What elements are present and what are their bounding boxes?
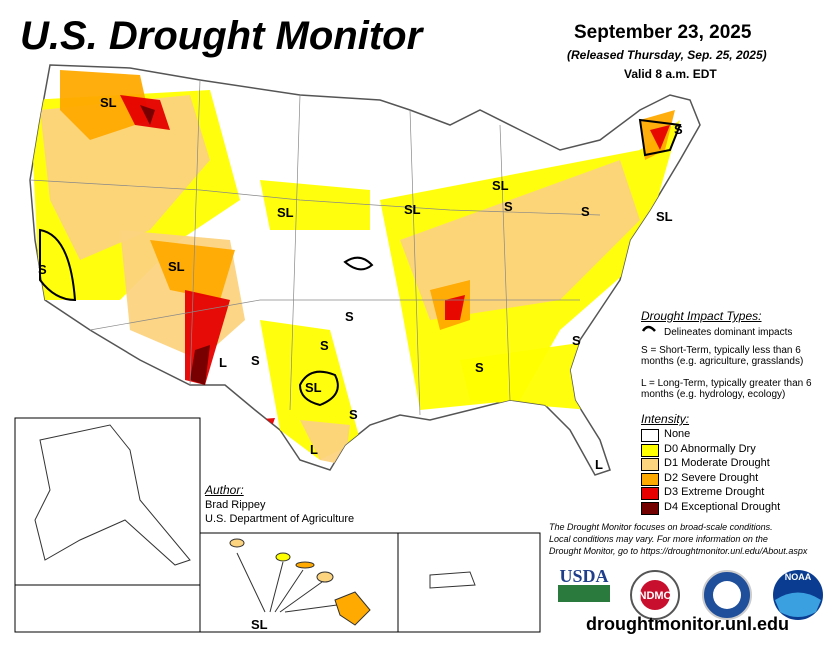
valid: Valid 8 a.m. EDT bbox=[624, 67, 717, 81]
drought-area bbox=[40, 95, 210, 260]
drought-area bbox=[300, 420, 350, 465]
impact-lines bbox=[39, 118, 682, 407]
author-name: Brad Rippey bbox=[205, 499, 266, 511]
map-label: S bbox=[38, 262, 47, 277]
usda-logo-bg bbox=[558, 585, 610, 602]
url: droughtmonitor.unl.edu bbox=[586, 614, 789, 634]
map-label: L bbox=[310, 442, 318, 457]
legend-label: D4 Exceptional Drought bbox=[664, 500, 781, 513]
noaa-logo: NOAA bbox=[785, 572, 812, 582]
map-label: L bbox=[219, 355, 227, 370]
legend-swatch bbox=[641, 458, 659, 471]
map-label: SL bbox=[305, 380, 322, 395]
impact-long: L = Long-Term, typically greater than 6 … bbox=[641, 378, 812, 400]
state-lines bbox=[29, 79, 601, 416]
usda-logo: USDA bbox=[559, 566, 608, 586]
impact-short: S = Short-Term, typically less than 6 mo… bbox=[641, 345, 804, 367]
noaa-logo-wave bbox=[775, 592, 821, 617]
map-label: SL bbox=[404, 202, 421, 217]
drought-area bbox=[260, 180, 370, 230]
drought-area bbox=[140, 105, 155, 125]
note-line: The Drought Monitor focuses on broad-sca… bbox=[549, 522, 773, 532]
ndmc-logo: NDMC bbox=[639, 590, 672, 602]
legend-label: D0 Abnormally Dry bbox=[664, 442, 756, 455]
map-label: SL bbox=[492, 178, 509, 193]
impact-line: Delineates dominant impacts bbox=[664, 327, 793, 338]
map-label: S bbox=[674, 122, 683, 137]
legend-swatch bbox=[641, 501, 659, 515]
legend-swatch bbox=[641, 472, 659, 486]
map-label: S bbox=[475, 360, 484, 375]
drought-area bbox=[250, 418, 275, 432]
drought-area bbox=[445, 295, 465, 320]
impact-line-key bbox=[641, 325, 656, 332]
map-label: L bbox=[595, 457, 603, 472]
author-label: Author: bbox=[205, 483, 244, 497]
map-label: SL bbox=[277, 205, 294, 220]
legend-swatch bbox=[641, 443, 659, 457]
map-label: S bbox=[504, 199, 513, 214]
legend-swatch bbox=[641, 429, 659, 442]
drought-area bbox=[60, 70, 150, 140]
map-label: SL bbox=[656, 209, 673, 224]
date: September 23, 2025 bbox=[574, 22, 752, 43]
map-label: S bbox=[345, 309, 354, 324]
hawaii bbox=[229, 538, 371, 626]
legend-swatch bbox=[641, 487, 659, 500]
map-label: S bbox=[581, 204, 590, 219]
map-label: SL bbox=[100, 95, 117, 110]
map-label: SL bbox=[251, 617, 268, 632]
legend-label: None bbox=[664, 428, 691, 440]
impact-title: Drought Impact Types: bbox=[641, 309, 762, 323]
author-org: U.S. Department of Agriculture bbox=[205, 513, 355, 525]
puerto-rico bbox=[429, 571, 476, 589]
note-line: Drought Monitor, go to https://droughtmo… bbox=[549, 546, 808, 556]
ndmc-logo-inner bbox=[640, 580, 670, 610]
legend-label: D2 Severe Drought bbox=[664, 471, 759, 484]
drought-area bbox=[400, 160, 640, 320]
legend-label: D3 Extreme Drought bbox=[664, 486, 765, 498]
drought-area bbox=[460, 340, 600, 410]
intensity-title: Intensity: bbox=[641, 412, 690, 426]
drought-area bbox=[650, 125, 670, 150]
note-line: Local conditions may vary. For more info… bbox=[549, 534, 768, 544]
map-label: S bbox=[251, 353, 260, 368]
legend-label: D1 Moderate Drought bbox=[664, 457, 770, 469]
doc-logo-inner bbox=[713, 581, 741, 609]
released: (Released Thursday, Sep. 25, 2025) bbox=[567, 48, 767, 62]
map-label: S bbox=[572, 333, 581, 348]
drought-area bbox=[150, 240, 235, 300]
map-label: S bbox=[349, 407, 358, 422]
drought-area bbox=[190, 345, 210, 385]
insets bbox=[14, 417, 541, 633]
alaska bbox=[34, 424, 191, 566]
map-label: S bbox=[320, 338, 329, 353]
map-label: SL bbox=[168, 259, 185, 274]
title: U.S. Drought Monitor bbox=[20, 14, 423, 58]
